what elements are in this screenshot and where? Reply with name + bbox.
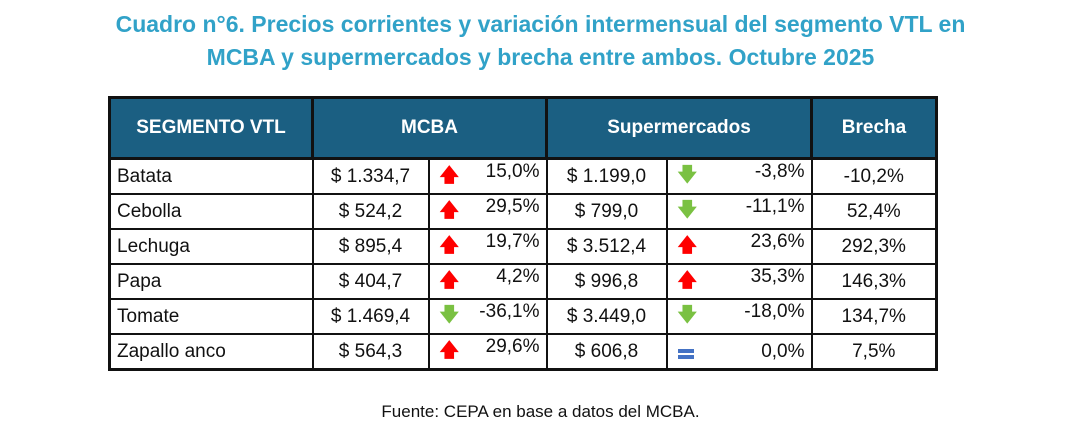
arrow-up-icon: 🡅 bbox=[439, 269, 460, 291]
header-super: Supermercados bbox=[545, 96, 813, 160]
segment-name: Papa bbox=[108, 263, 314, 300]
mcba-variation: 🡅 29,6% bbox=[427, 333, 548, 371]
header-segment: SEGMENTO VTL bbox=[108, 96, 314, 160]
super-price: $ 606,8 bbox=[545, 333, 668, 371]
arrow-up-icon: 🡅 bbox=[677, 234, 698, 256]
arrow-up-icon: 🡅 bbox=[439, 339, 460, 361]
mcba-price: $ 564,3 bbox=[311, 333, 430, 371]
mcba-price: $ 524,2 bbox=[311, 193, 430, 230]
super-price: $ 799,0 bbox=[545, 193, 668, 230]
arrow-down-icon: 🡇 bbox=[677, 304, 698, 326]
super-variation: 🡅 23,6% bbox=[665, 228, 813, 265]
header-mcba: MCBA bbox=[311, 96, 548, 160]
super-price: $ 1.199,0 bbox=[545, 157, 668, 195]
brecha-value: -10,2% bbox=[810, 157, 938, 195]
mcba-variation: 🡅 4,2% bbox=[427, 263, 548, 300]
super-variation: 🡇 -18,0% bbox=[665, 298, 813, 335]
segment-name: Zapallo anco bbox=[108, 333, 314, 371]
table-title: Cuadro n°6. Precios corrientes y variaci… bbox=[115, 11, 966, 70]
brecha-value: 292,3% bbox=[810, 228, 938, 265]
mcba-variation: 🡇 -36,1% bbox=[427, 298, 548, 335]
segment-name: Cebolla bbox=[108, 193, 314, 230]
segment-name: Batata bbox=[108, 157, 314, 195]
mcba-price: $ 1.469,4 bbox=[311, 298, 430, 335]
table-row: Zapallo anco $ 564,3 🡅 29,6% $ 606,8 0,0% 7,5% bbox=[108, 333, 938, 371]
arrow-up-icon: 🡅 bbox=[677, 269, 698, 291]
mcba-price: $ 1.334,7 bbox=[311, 157, 430, 195]
mcba-variation: 🡅 29,5% bbox=[427, 193, 548, 230]
super-price: $ 3.512,4 bbox=[545, 228, 668, 265]
super-price: $ 3.449,0 bbox=[545, 298, 668, 335]
mcba-price: $ 895,4 bbox=[311, 228, 430, 265]
segment-name: Tomate bbox=[108, 298, 314, 335]
brecha-value: 146,3% bbox=[810, 263, 938, 300]
table-row: Batata $ 1.334,7 🡅 15,0% $ 1.199,0 🡇 -3,8% -10,… bbox=[108, 157, 938, 195]
arrow-up-icon: 🡅 bbox=[439, 164, 460, 186]
super-variation: 🡅 35,3% bbox=[665, 263, 813, 300]
source-note: Fuente: CEPA en base a datos del MCBA. bbox=[381, 402, 700, 421]
arrow-up-icon: 🡅 bbox=[439, 199, 460, 221]
super-variation: 0,0% bbox=[665, 333, 813, 371]
equal-icon bbox=[677, 348, 694, 359]
table-row: Cebolla $ 524,2 🡅 29,5% $ 799,0 🡇 -11,1% 52,4% bbox=[108, 193, 938, 230]
super-variation: 🡇 -11,1% bbox=[665, 193, 813, 230]
super-price: $ 996,8 bbox=[545, 263, 668, 300]
arrow-down-icon: 🡇 bbox=[439, 304, 460, 326]
super-variation: 🡇 -3,8% bbox=[665, 157, 813, 195]
header-brecha: Brecha bbox=[810, 96, 938, 160]
table-row: Lechuga $ 895,4 🡅 19,7% $ 3.512,4 🡅 23,6% 292,3… bbox=[108, 228, 938, 265]
mcba-price: $ 404,7 bbox=[311, 263, 430, 300]
segment-name: Lechuga bbox=[108, 228, 314, 265]
mcba-variation: 🡅 19,7% bbox=[427, 228, 548, 265]
price-table: SEGMENTO VTL MCBA Supermercados Brecha B… bbox=[108, 96, 938, 371]
arrow-down-icon: 🡇 bbox=[677, 164, 698, 186]
arrow-up-icon: 🡅 bbox=[439, 234, 460, 256]
brecha-value: 134,7% bbox=[810, 298, 938, 335]
table-row: Tomate $ 1.469,4 🡇 -36,1% $ 3.449,0 🡇 -18,0% 13… bbox=[108, 298, 938, 335]
brecha-value: 7,5% bbox=[810, 333, 938, 371]
mcba-variation: 🡅 15,0% bbox=[427, 157, 548, 195]
arrow-down-icon: 🡇 bbox=[677, 199, 698, 221]
table-row: Papa $ 404,7 🡅 4,2% $ 996,8 🡅 35,3% 146,3% bbox=[108, 263, 938, 300]
brecha-value: 52,4% bbox=[810, 193, 938, 230]
